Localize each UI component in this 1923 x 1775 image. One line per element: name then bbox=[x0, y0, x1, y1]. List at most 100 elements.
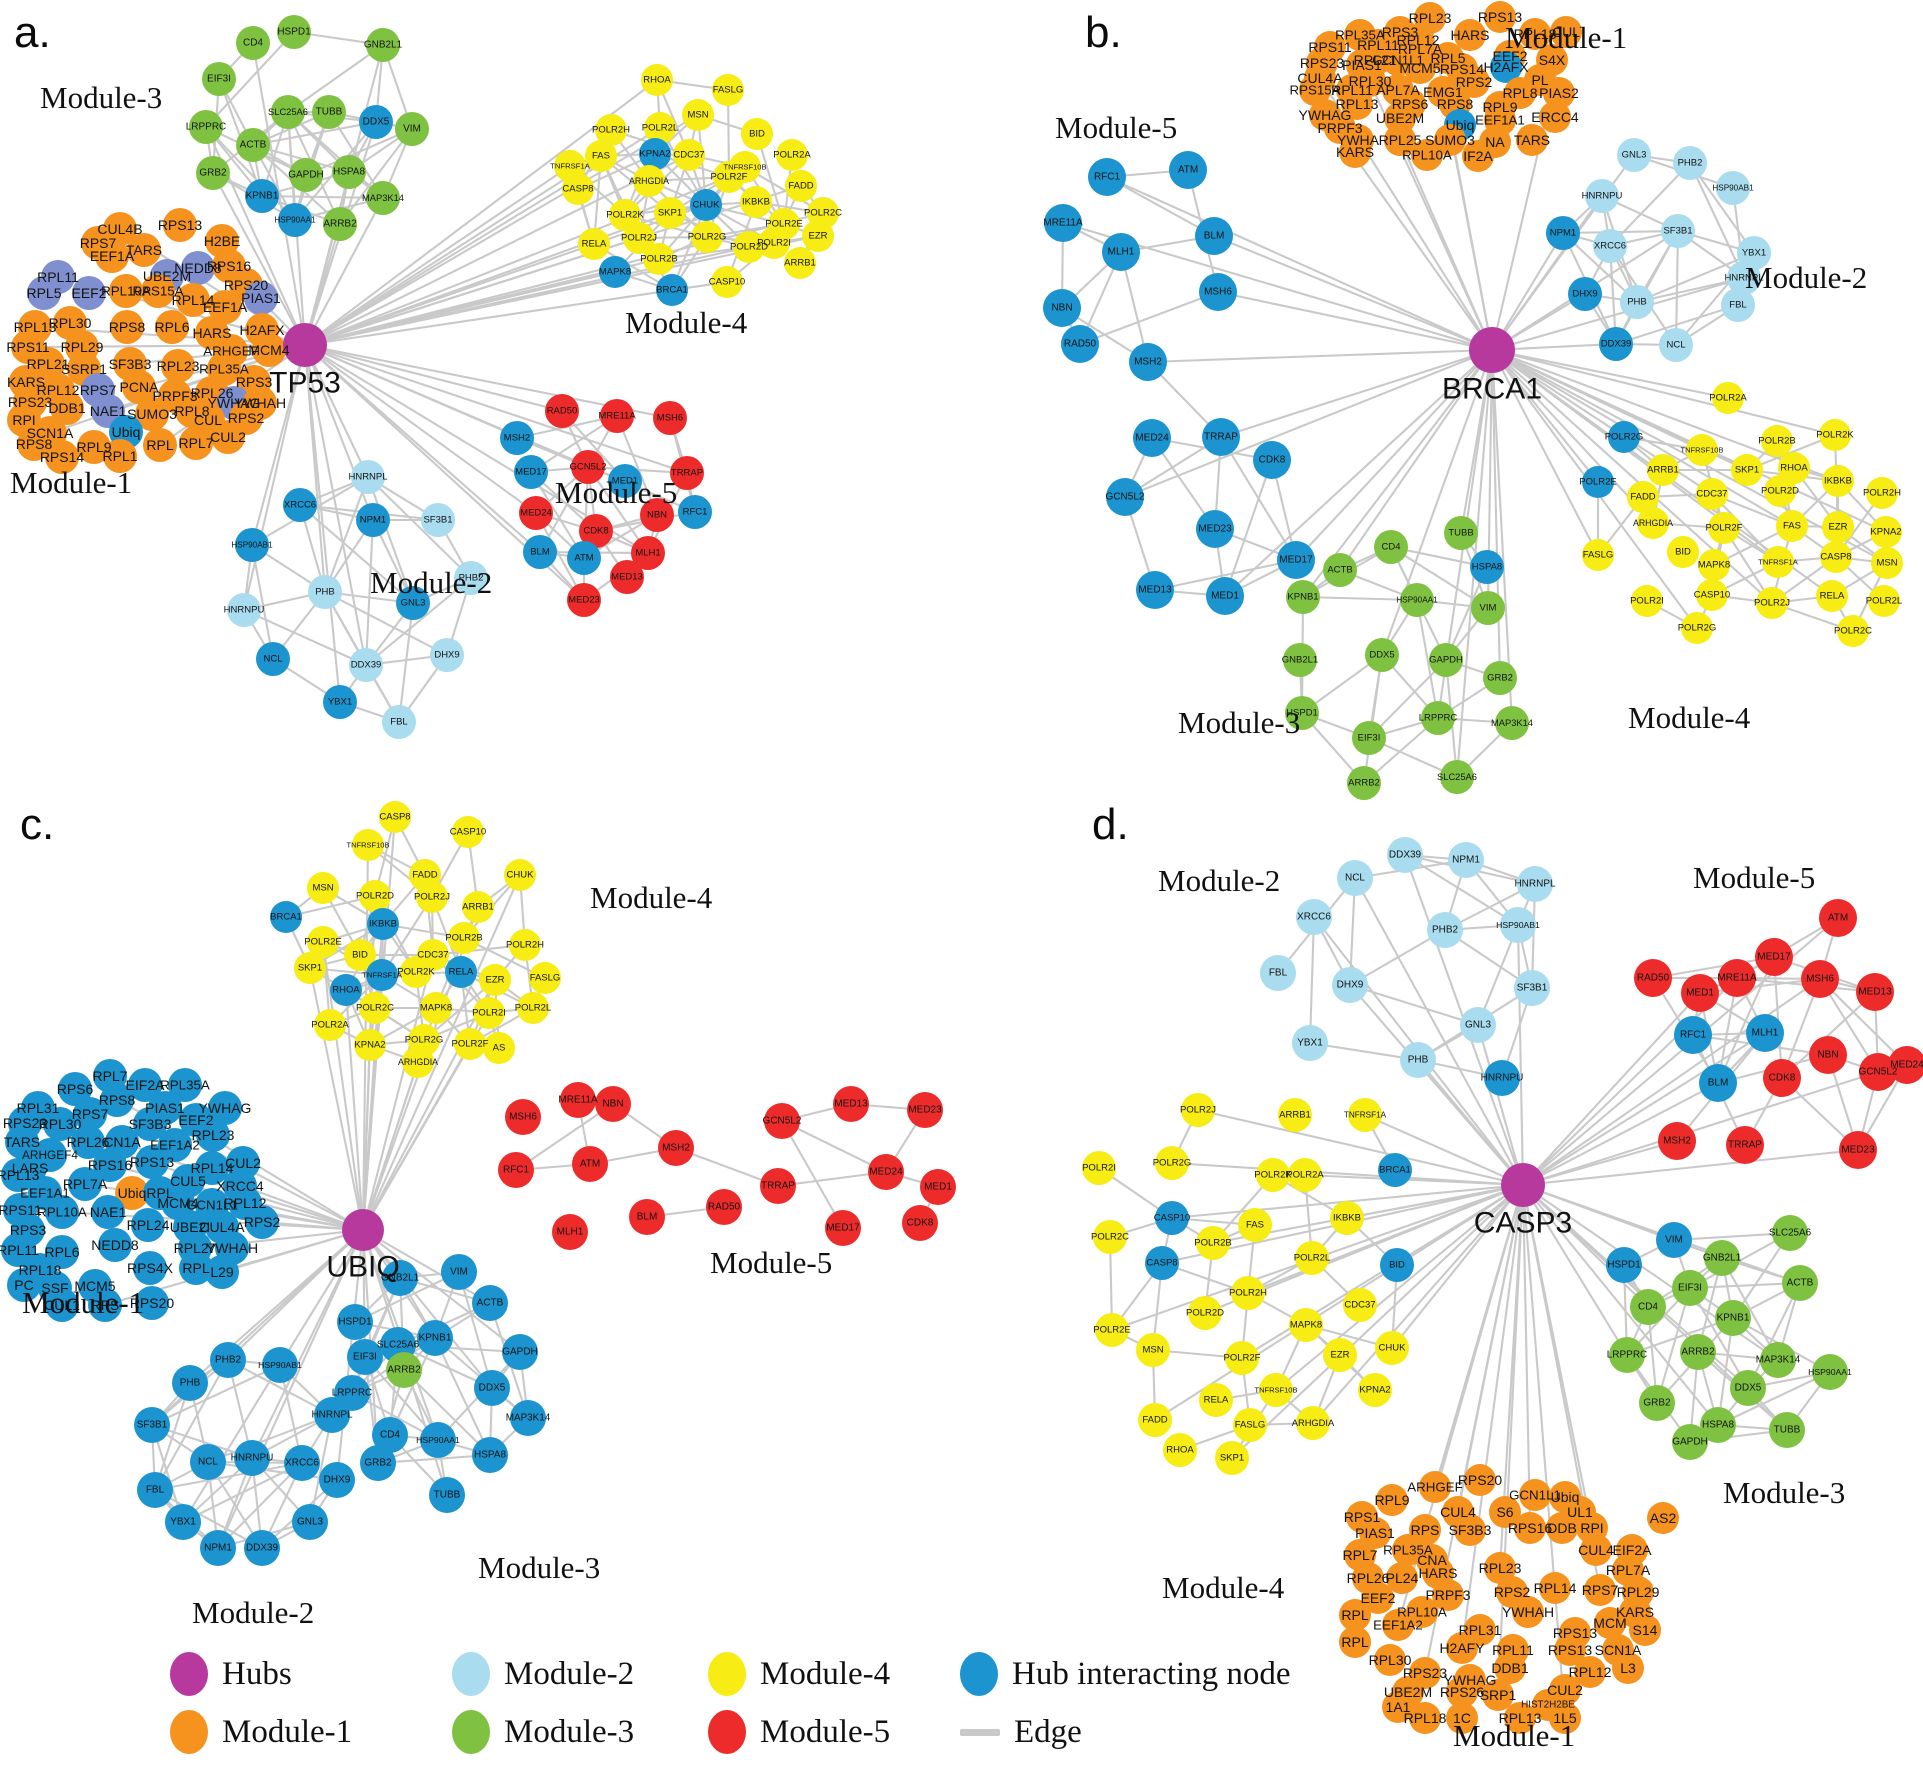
svg-text:POLR2E: POLR2E bbox=[1579, 477, 1617, 488]
svg-text:HSPD1: HSPD1 bbox=[338, 1317, 372, 1328]
svg-text:ARRB2: ARRB2 bbox=[387, 1365, 421, 1376]
svg-text:RPS7: RPS7 bbox=[80, 235, 117, 251]
svg-text:CASP10: CASP10 bbox=[450, 827, 486, 838]
svg-text:CD4: CD4 bbox=[243, 38, 263, 49]
svg-text:1A1: 1A1 bbox=[1386, 1699, 1411, 1715]
svg-text:ATM: ATM bbox=[1828, 913, 1848, 924]
svg-text:POLR2L: POLR2L bbox=[1866, 596, 1902, 607]
svg-text:EIF2A: EIF2A bbox=[1613, 1542, 1653, 1558]
svg-text:HSP90AB1: HSP90AB1 bbox=[1712, 184, 1754, 193]
svg-text:POLR2J: POLR2J bbox=[414, 892, 450, 903]
svg-text:CDC37: CDC37 bbox=[1344, 1300, 1375, 1311]
svg-text:GAPDH: GAPDH bbox=[502, 1347, 538, 1358]
svg-text:RPL23: RPL23 bbox=[1409, 10, 1452, 26]
svg-text:ARHGDIA: ARHGDIA bbox=[1633, 518, 1673, 528]
svg-text:GAPDH: GAPDH bbox=[1672, 1437, 1708, 1448]
svg-text:RPL26: RPL26 bbox=[1347, 1570, 1390, 1586]
svg-text:RPS13: RPS13 bbox=[1548, 1642, 1593, 1658]
svg-text:RPL12: RPL12 bbox=[37, 382, 80, 398]
svg-text:EEF1A2: EEF1A2 bbox=[1373, 1618, 1423, 1633]
svg-text:NEDD8: NEDD8 bbox=[174, 260, 222, 276]
svg-text:YBX1: YBX1 bbox=[328, 697, 352, 708]
svg-text:HNRNPU: HNRNPU bbox=[1582, 191, 1623, 202]
svg-text:XRCC4: XRCC4 bbox=[216, 1178, 264, 1194]
svg-text:POLR2E: POLR2E bbox=[304, 937, 342, 948]
svg-text:HIST2H2BE: HIST2H2BE bbox=[1521, 1700, 1575, 1711]
svg-text:FADD: FADD bbox=[1142, 1415, 1167, 1426]
svg-text:RPS16: RPS16 bbox=[1508, 1520, 1553, 1536]
svg-text:POLR2G: POLR2G bbox=[1153, 1158, 1192, 1169]
svg-text:SF3B1: SF3B1 bbox=[137, 1420, 168, 1431]
svg-text:AS: AS bbox=[493, 1043, 506, 1054]
svg-text:SKP1: SKP1 bbox=[1220, 1453, 1244, 1464]
svg-text:RPL10A: RPL10A bbox=[37, 1205, 87, 1220]
svg-text:RPL24: RPL24 bbox=[127, 1217, 170, 1233]
svg-text:RPS8: RPS8 bbox=[16, 436, 53, 452]
svg-text:PHB: PHB bbox=[1408, 1055, 1429, 1066]
svg-text:MSH6: MSH6 bbox=[657, 413, 683, 424]
svg-text:POLR2J: POLR2J bbox=[1180, 1105, 1216, 1116]
svg-text:ARHGDIA: ARHGDIA bbox=[629, 176, 669, 186]
svg-text:TARS: TARS bbox=[126, 242, 162, 258]
svg-text:FADD: FADD bbox=[412, 870, 437, 881]
svg-text:HNRNPL: HNRNPL bbox=[348, 472, 387, 483]
svg-text:NEDD8: NEDD8 bbox=[91, 1237, 139, 1253]
module-label-module-2: Module-2 bbox=[1745, 260, 1868, 295]
svg-text:RPL29: RPL29 bbox=[1617, 1584, 1660, 1600]
svg-text:RPL7A: RPL7A bbox=[63, 1176, 108, 1192]
svg-text:MRE11A: MRE11A bbox=[598, 411, 636, 422]
svg-text:SLC25A6: SLC25A6 bbox=[1769, 1228, 1812, 1239]
svg-text:BID: BID bbox=[749, 129, 765, 140]
svg-text:CUL4B: CUL4B bbox=[97, 221, 142, 237]
svg-text:RPL14: RPL14 bbox=[191, 1160, 234, 1176]
svg-text:Ubiq: Ubiq bbox=[118, 1185, 147, 1201]
module-label-module-4: Module-4 bbox=[590, 880, 713, 915]
svg-text:RFC1: RFC1 bbox=[503, 1165, 530, 1176]
svg-text:PIAS1: PIAS1 bbox=[145, 1100, 185, 1116]
svg-text:POLR2G: POLR2G bbox=[1605, 432, 1644, 443]
svg-text:POLR2J: POLR2J bbox=[1754, 598, 1790, 609]
module-label-module-2: Module-2 bbox=[192, 1595, 315, 1630]
svg-text:CNA: CNA bbox=[1417, 1552, 1447, 1568]
svg-text:DDX5: DDX5 bbox=[1735, 1383, 1762, 1394]
svg-text:RPL23: RPL23 bbox=[157, 358, 200, 374]
svg-text:MAPK8: MAPK8 bbox=[1698, 560, 1730, 571]
svg-text:RPS20: RPS20 bbox=[1458, 1472, 1503, 1488]
svg-text:NPM1: NPM1 bbox=[1550, 228, 1576, 239]
svg-text:RPL: RPL bbox=[146, 437, 173, 453]
svg-text:RPS7: RPS7 bbox=[80, 382, 117, 398]
svg-text:SUMO3: SUMO3 bbox=[1425, 132, 1475, 148]
svg-text:SF3B1: SF3B1 bbox=[1517, 983, 1548, 994]
svg-text:RELA: RELA bbox=[1820, 591, 1845, 602]
svg-text:MSH6: MSH6 bbox=[509, 1112, 537, 1123]
svg-text:FBL: FBL bbox=[390, 717, 407, 728]
svg-text:RPS23: RPS23 bbox=[1300, 55, 1345, 71]
svg-text:BRCA1: BRCA1 bbox=[270, 912, 302, 923]
svg-text:EEF1A: EEF1A bbox=[203, 299, 248, 315]
svg-text:CUL4: CUL4 bbox=[1578, 1542, 1614, 1558]
svg-text:MSN: MSN bbox=[687, 110, 708, 121]
svg-text:EZR: EZR bbox=[1829, 522, 1848, 533]
svg-text:RPL6: RPL6 bbox=[154, 319, 189, 335]
svg-text:RPL31: RPL31 bbox=[17, 1100, 60, 1116]
svg-text:IKBKB: IKBKB bbox=[1824, 476, 1852, 487]
svg-text:DHX9: DHX9 bbox=[1337, 980, 1364, 991]
legend-item-module-5: Module-5 bbox=[708, 1703, 890, 1761]
svg-text:RPS16: RPS16 bbox=[88, 1157, 133, 1173]
svg-text:KPNA2: KPNA2 bbox=[639, 149, 670, 160]
svg-text:MED23: MED23 bbox=[1841, 1145, 1875, 1156]
svg-text:TNFRSF1A: TNFRSF1A bbox=[550, 162, 591, 171]
svg-text:FAS: FAS bbox=[1246, 1220, 1264, 1231]
svg-text:BLM: BLM bbox=[637, 1212, 658, 1223]
svg-text:HNRNPU: HNRNPU bbox=[224, 605, 265, 616]
svg-text:PHB2: PHB2 bbox=[215, 1355, 242, 1366]
svg-text:RFC1: RFC1 bbox=[1680, 1030, 1707, 1041]
svg-text:RPL23: RPL23 bbox=[192, 1127, 235, 1143]
legend-swatch-module-4 bbox=[708, 1652, 746, 1696]
svg-text:CASP8: CASP8 bbox=[562, 184, 593, 195]
svg-text:POLR2H: POLR2H bbox=[506, 940, 544, 951]
legend-label-module-4: Module-4 bbox=[760, 1655, 891, 1692]
svg-text:UBE2M: UBE2M bbox=[143, 268, 191, 284]
svg-text:EZR: EZR bbox=[809, 231, 828, 242]
svg-text:RPL25: RPL25 bbox=[1379, 132, 1422, 148]
